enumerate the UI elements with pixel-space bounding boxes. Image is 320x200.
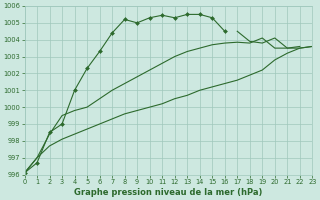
X-axis label: Graphe pression niveau de la mer (hPa): Graphe pression niveau de la mer (hPa): [74, 188, 263, 197]
